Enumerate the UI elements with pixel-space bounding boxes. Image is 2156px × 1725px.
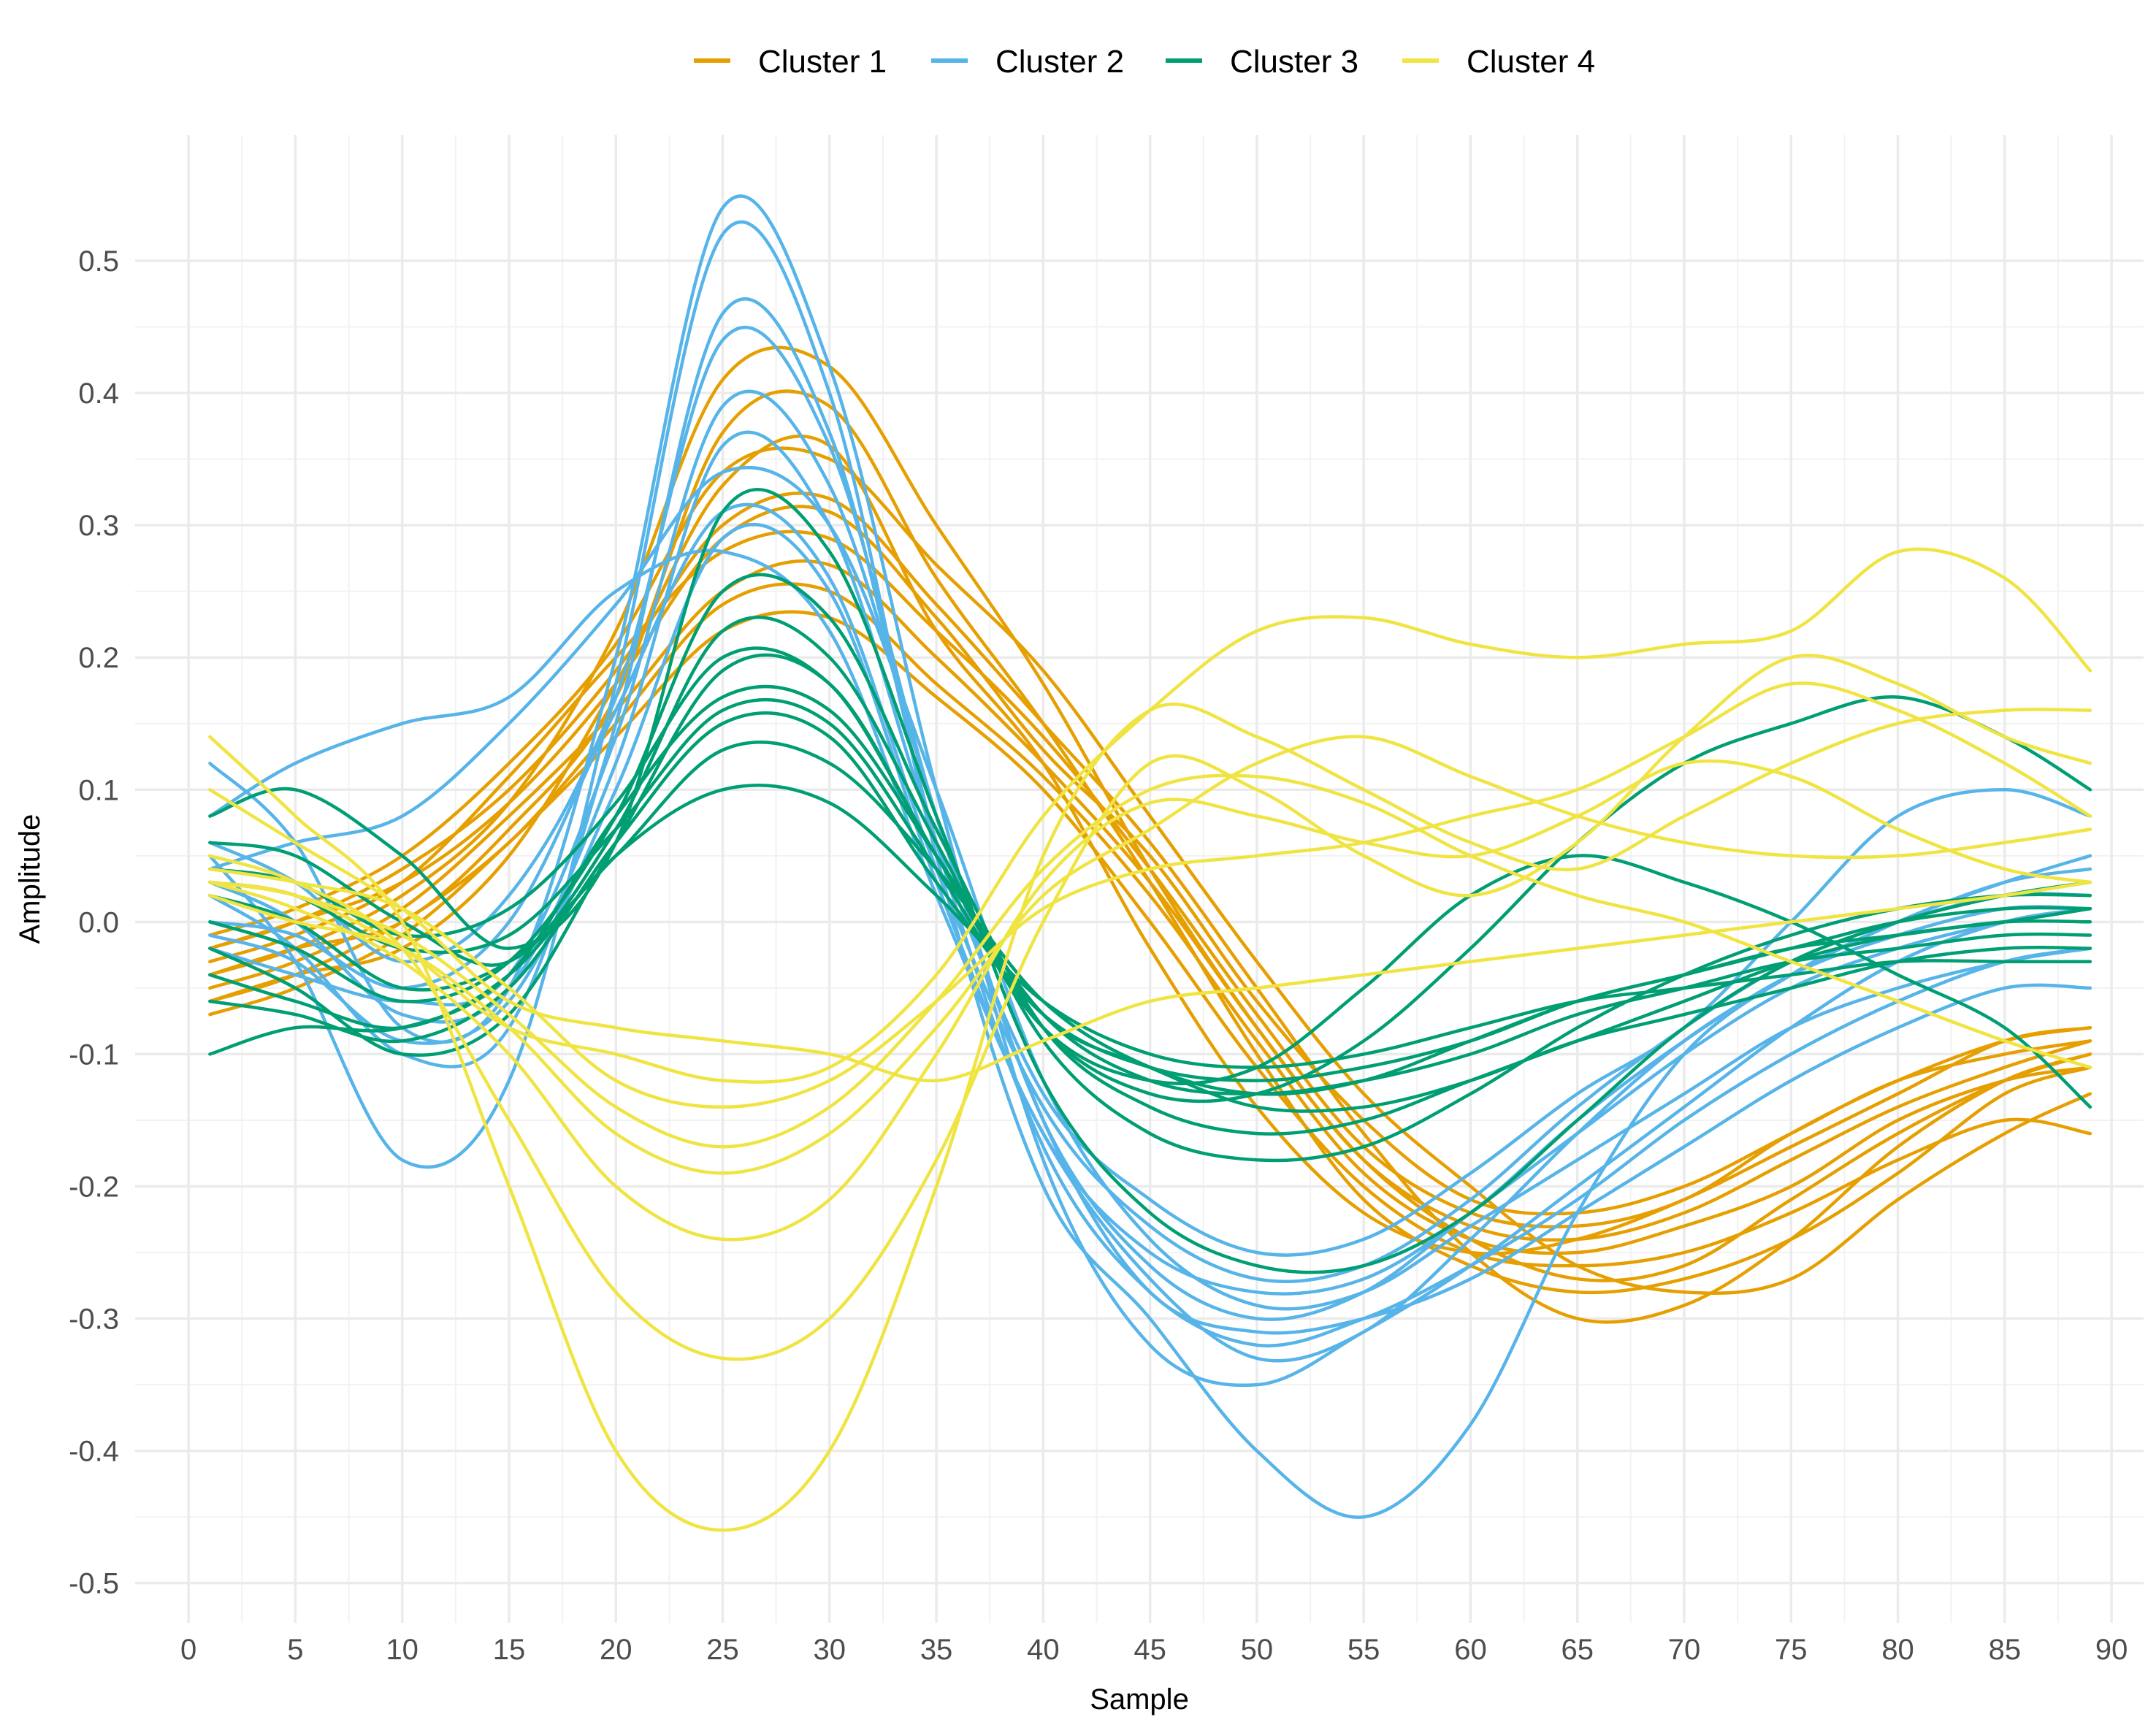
y-tick-label: 0.1: [78, 774, 119, 806]
x-tick-label: 10: [386, 1634, 418, 1666]
y-tick-label: -0.1: [69, 1039, 119, 1071]
series-line: [208, 784, 2092, 1069]
x-tick-label: 20: [600, 1634, 632, 1666]
y-tick-label: 0.2: [78, 642, 119, 674]
series-line: [208, 735, 2092, 1175]
legend: Cluster 1 Cluster 2 Cluster 3 Cluster 4: [694, 44, 1595, 80]
series-line: [208, 759, 2092, 1242]
legend-label: Cluster 1: [758, 44, 887, 80]
series-line: [208, 326, 2092, 1335]
series-line: [208, 505, 2092, 1216]
series-line: [208, 702, 2092, 1532]
series-line: [208, 697, 2092, 1109]
y-tick-label: -0.4: [69, 1436, 119, 1468]
grid-major: [135, 135, 2144, 1623]
x-tick-label: 0: [180, 1634, 196, 1666]
y-tick-label: -0.3: [69, 1304, 119, 1336]
y-tick-label: -0.2: [69, 1171, 119, 1203]
legend-label: Cluster 4: [1467, 44, 1595, 80]
x-tick-label: 60: [1454, 1634, 1487, 1666]
series-line: [208, 711, 2092, 1082]
x-tick-label: 40: [1027, 1634, 1060, 1666]
x-tick-label: 85: [1989, 1634, 2022, 1666]
series-line: [208, 681, 2092, 1109]
y-axis-title: Amplitude: [14, 814, 46, 944]
y-tick-label: 0.4: [78, 378, 119, 410]
x-tick-label: 50: [1241, 1634, 1274, 1666]
legend-label: Cluster 3: [1230, 44, 1358, 80]
legend-item: Cluster 1: [694, 44, 887, 80]
x-tick-label: 25: [706, 1634, 739, 1666]
series-cluster-4: [208, 547, 2092, 1532]
x-tick-label: 30: [814, 1634, 846, 1666]
y-tick-label: 0.5: [78, 245, 119, 278]
legend-item: Cluster 4: [1402, 44, 1595, 80]
series-line: [208, 465, 2092, 1311]
x-tick-label: 35: [920, 1634, 953, 1666]
series-line: [208, 345, 2092, 1282]
x-tick-label: 80: [1881, 1634, 1914, 1666]
series-line: [208, 788, 2092, 1082]
y-tick-label: 0.0: [78, 906, 119, 938]
y-tick-label: 0.3: [78, 510, 119, 542]
series-layer: [208, 194, 2092, 1532]
series-line: [208, 529, 2092, 1229]
x-tick-label: 5: [287, 1634, 303, 1666]
x-tick-label: 65: [1561, 1634, 1594, 1666]
series-line: [208, 573, 2092, 1136]
x-tick-labels: 0 5 10 15 20 25 30 35 40 45 50 55 60 65 70 75 80 85 90: [180, 1634, 2128, 1666]
series-line: [208, 653, 2092, 1104]
legend-item: Cluster 2: [931, 44, 1124, 80]
series-line: [208, 773, 2092, 1149]
x-tick-label: 15: [493, 1634, 526, 1666]
series-line: [208, 446, 2092, 1296]
x-axis-title: Sample: [1090, 1683, 1189, 1716]
series-line: [208, 492, 2092, 1324]
series-line: [208, 389, 2092, 1295]
legend-label: Cluster 2: [995, 44, 1124, 80]
y-tick-labels: -0.5 -0.4 -0.3 -0.2 -0.1 0.0 0.1 0.2 0.3 0.4 0.5: [69, 245, 119, 1600]
series-line: [208, 582, 2092, 1255]
x-tick-label: 55: [1348, 1634, 1380, 1666]
grid-minor: [135, 135, 2144, 1623]
series-line: [208, 646, 2092, 1095]
legend-item: Cluster 3: [1166, 44, 1358, 80]
y-tick-label: -0.5: [69, 1568, 119, 1600]
series-cluster-1: [208, 345, 2092, 1324]
x-tick-label: 75: [1775, 1634, 1808, 1666]
series-line: [208, 522, 2092, 1296]
x-tick-label: 70: [1668, 1634, 1701, 1666]
series-line: [208, 654, 2092, 1361]
x-tick-label: 45: [1134, 1634, 1166, 1666]
x-tick-label: 90: [2095, 1634, 2128, 1666]
